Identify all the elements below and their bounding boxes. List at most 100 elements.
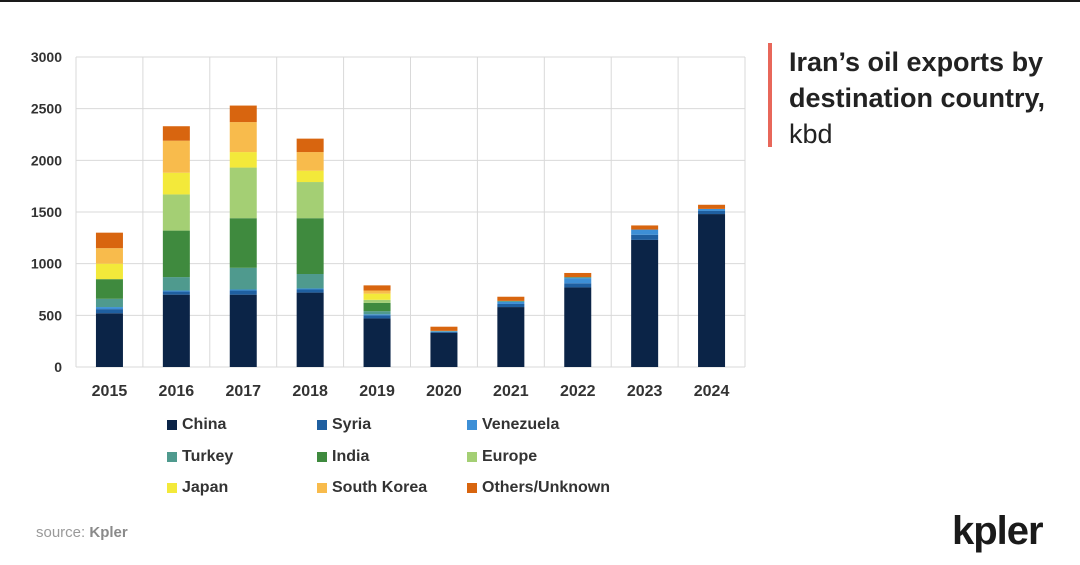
legend-item-india: India xyxy=(317,446,369,468)
x-tick-label: 2016 xyxy=(159,383,195,400)
bar-segment-others-unknown-2019 xyxy=(363,285,391,291)
bar-segment-syria-2020 xyxy=(430,331,458,333)
kpler-logo: kpler xyxy=(952,509,1044,553)
bar-segment-china-2023 xyxy=(631,239,659,367)
bar-segment-venezuela-2024 xyxy=(698,208,726,211)
legend-swatch xyxy=(467,420,477,430)
bar-segment-syria-2024 xyxy=(698,210,726,215)
bar-segment-china-2024 xyxy=(698,214,726,367)
legend-item-japan: Japan xyxy=(167,477,228,499)
y-tick-label: 2000 xyxy=(31,152,62,168)
bar-segment-europe-2016 xyxy=(162,194,190,231)
legend-swatch xyxy=(167,452,177,462)
chart-title-main: Iran’s oil exports by destination countr… xyxy=(789,47,1046,113)
bar-segment-turkey-2015 xyxy=(95,298,123,308)
bar-segment-syria-2022 xyxy=(564,283,592,288)
bar-segment-syria-2015 xyxy=(95,309,123,314)
bar-stack-2015 xyxy=(95,232,123,367)
bar-segment-china-2022 xyxy=(564,287,592,367)
bar-segment-japan-2019 xyxy=(363,293,391,300)
bar-segment-south-korea-2015 xyxy=(95,248,123,264)
bar-stacks xyxy=(95,105,726,367)
bar-segment-china-2019 xyxy=(363,318,391,367)
legend-swatch xyxy=(167,483,177,493)
bar-segment-china-2015 xyxy=(95,313,123,367)
bar-segment-china-2021 xyxy=(497,307,525,367)
bar-segment-others-unknown-2024 xyxy=(698,204,726,209)
bar-segment-south-korea-2017 xyxy=(229,122,257,153)
bar-segment-others-unknown-2018 xyxy=(296,138,324,153)
chart-legend: China Syria Venezuela Turkey India Europe Japa… xyxy=(167,414,637,510)
legend-label: Others/Unknown xyxy=(482,479,611,496)
bar-segment-venezuela-2018 xyxy=(296,288,324,290)
legend-swatch xyxy=(467,483,477,493)
legend-item-others-unknown: Others/Unknown xyxy=(467,477,610,499)
legend-swatch xyxy=(467,452,477,462)
bar-segment-turkey-2021 xyxy=(497,300,525,302)
bar-stack-2022 xyxy=(564,272,592,367)
bar-segment-south-korea-2018 xyxy=(296,152,324,171)
bar-segment-china-2018 xyxy=(296,292,324,367)
bar-segment-others-unknown-2021 xyxy=(497,296,525,301)
bar-segment-venezuela-2015 xyxy=(95,307,123,310)
bar-segment-others-unknown-2015 xyxy=(95,232,123,249)
legend-item-south-korea: South Korea xyxy=(317,477,427,499)
bar-segment-others-unknown-2020 xyxy=(430,326,458,331)
legend-item-turkey: Turkey xyxy=(167,446,233,468)
x-tick-label: 2023 xyxy=(627,383,663,400)
bar-segment-china-2017 xyxy=(229,294,257,367)
x-tick-label: 2015 xyxy=(92,383,128,400)
bar-segment-others-unknown-2023 xyxy=(631,225,659,230)
y-tick-label: 3000 xyxy=(31,49,62,65)
legend-swatch xyxy=(317,420,327,430)
bar-segment-europe-2018 xyxy=(296,182,324,219)
legend-label: Syria xyxy=(332,416,372,433)
bar-segment-syria-2023 xyxy=(631,234,659,240)
bar-segment-venezuela-2017 xyxy=(229,289,257,291)
bar-segment-turkey-2022 xyxy=(564,277,592,279)
y-tick-label: 0 xyxy=(54,359,62,375)
chart-title-unit: kbd xyxy=(789,119,833,149)
bar-stack-2023 xyxy=(631,225,659,367)
bar-segment-china-2016 xyxy=(162,294,190,367)
source-name: Kpler xyxy=(89,524,128,541)
y-axis-tick-labels: 0 500 1000 1500 2000 2500 3000 xyxy=(31,49,62,375)
bar-segment-venezuela-2016 xyxy=(162,290,190,292)
bar-segment-others-unknown-2022 xyxy=(564,272,592,278)
y-tick-label: 2500 xyxy=(31,101,62,117)
legend-label: South Korea xyxy=(332,479,428,496)
bar-segment-syria-2018 xyxy=(296,289,324,293)
bar-segment-south-korea-2016 xyxy=(162,140,190,173)
legend-swatch xyxy=(167,420,177,430)
legend-label: Japan xyxy=(182,479,229,496)
bar-segment-syria-2021 xyxy=(497,303,525,308)
source-note: source: Kpler xyxy=(36,524,128,541)
y-tick-label: 1000 xyxy=(31,256,62,272)
legend-label: Venezuela xyxy=(482,416,560,433)
x-tick-label: 2019 xyxy=(359,383,395,400)
bar-segment-turkey-2017 xyxy=(229,267,257,290)
bar-segment-turkey-2016 xyxy=(162,277,190,291)
bar-stack-2020 xyxy=(430,326,458,367)
bar-segment-venezuela-2021 xyxy=(497,301,525,304)
bar-segment-india-2018 xyxy=(296,218,324,274)
bar-stack-2019 xyxy=(363,285,391,367)
bar-segment-syria-2016 xyxy=(162,291,190,295)
x-tick-label: 2024 xyxy=(694,383,730,400)
legend-label: India xyxy=(332,448,370,465)
bar-segment-japan-2016 xyxy=(162,172,190,195)
legend-label: Europe xyxy=(482,448,538,465)
legend-label: Turkey xyxy=(182,448,234,465)
bar-segment-venezuela-2023 xyxy=(631,229,659,235)
bar-segment-india-2019 xyxy=(363,302,391,312)
bar-segment-venezuela-2020 xyxy=(430,331,458,332)
bar-segment-japan-2015 xyxy=(95,263,123,280)
bar-segment-others-unknown-2016 xyxy=(162,126,190,141)
title-accent-bar xyxy=(768,43,772,147)
bar-segment-venezuela-2022 xyxy=(564,278,592,284)
legend-swatch xyxy=(317,483,327,493)
bar-segment-turkey-2019 xyxy=(363,311,391,315)
chart-title: Iran’s oil exports by destination countr… xyxy=(789,44,1069,152)
legend-item-china: China xyxy=(167,414,226,436)
bar-segment-japan-2018 xyxy=(296,170,324,183)
